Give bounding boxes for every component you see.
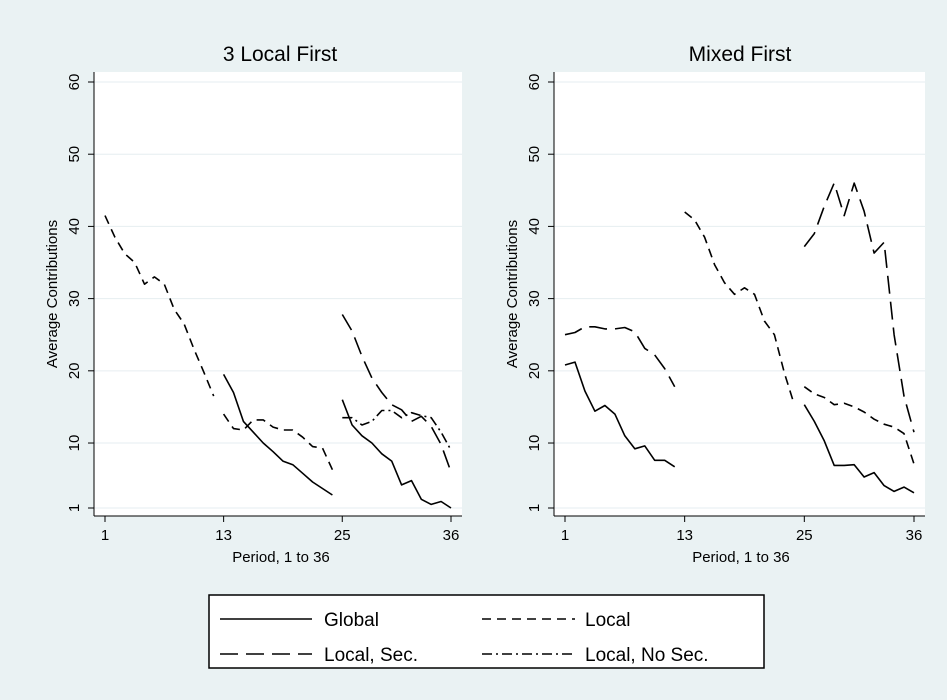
y-tick-label-1: 1 [66, 504, 83, 512]
panel-mixed-first: 1 10 20 30 40 50 60 1 13 25 36 Mixed First Period, 1… [504, 43, 925, 566]
y-tick-label-1: 1 [526, 504, 543, 512]
x-tick-label-1: 1 [101, 527, 109, 544]
series-global-segment-1 [564, 361, 676, 468]
series-local-sec-segment-2 [803, 182, 915, 433]
x-axis-label: Period, 1 to 36 [232, 549, 330, 566]
series-global-segment-1 [222, 374, 333, 496]
x-tick-label-25: 25 [796, 527, 813, 544]
y-tick-label-40: 40 [526, 218, 543, 235]
x-tick-label-36: 36 [443, 527, 460, 544]
series-global-segment-2 [803, 404, 915, 494]
panel-3-local-first: 1 10 20 30 40 50 60 1 13 25 36 3 Local First Period,… [44, 43, 462, 566]
y-axis-label: Average Contributions [504, 220, 521, 368]
legend-label-local-no-sec: Local, No Sec. [585, 645, 709, 666]
x-tick-label-25: 25 [334, 527, 351, 544]
series-local-segment-2 [803, 386, 915, 465]
legend-label-global: Global [324, 610, 379, 631]
legend-box [208, 594, 765, 669]
legend-label-local-sec: Local, Sec. [324, 645, 418, 666]
x-tick-label-1: 1 [561, 527, 569, 544]
y-tick-label-50: 50 [526, 146, 543, 163]
y-tick-label-20: 20 [526, 362, 543, 379]
y-tick-label-60: 60 [66, 74, 83, 91]
series-local-segment-1 [684, 211, 796, 405]
y-tick-label-30: 30 [526, 290, 543, 307]
y-axis-label: Average Contributions [44, 220, 61, 368]
series-global-segment-2 [341, 399, 452, 509]
legend-label-local: Local [585, 610, 630, 631]
legend: Global Local Local, Sec. Local, No Sec. [208, 594, 765, 669]
panel-title: Mixed First [689, 43, 792, 66]
y-tick-label-20: 20 [66, 362, 83, 379]
x-tick-label-13: 13 [676, 527, 693, 544]
x-axis-label: Period, 1 to 36 [692, 549, 790, 566]
series-local-no-sec-segment-1 [342, 409, 452, 451]
plot-area [554, 72, 925, 516]
y-tick-label-30: 30 [66, 290, 83, 307]
series-local-sec-segment-1 [341, 314, 452, 473]
y-tick-label-60: 60 [526, 74, 543, 91]
panel-title: 3 Local First [223, 43, 338, 66]
y-tick-label-50: 50 [66, 146, 83, 163]
y-tick-label-40: 40 [66, 218, 83, 235]
series-local-sec-segment-1 [564, 325, 676, 388]
y-tick-label-10: 10 [526, 435, 543, 452]
series-local-segment-1 [104, 215, 215, 397]
y-tick-label-10: 10 [66, 435, 83, 452]
x-tick-label-36: 36 [906, 527, 923, 544]
x-tick-label-13: 13 [215, 527, 232, 544]
series-local-segment-2 [222, 413, 334, 471]
plot-area [94, 72, 462, 516]
